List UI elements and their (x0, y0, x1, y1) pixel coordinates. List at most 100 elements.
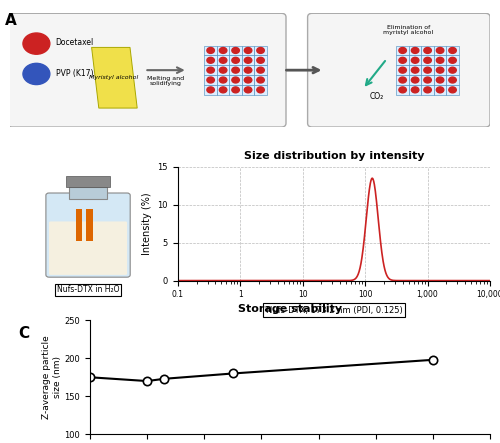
Circle shape (207, 67, 214, 73)
Text: Docetaxel: Docetaxel (56, 39, 94, 47)
Bar (446, 85, 459, 95)
Bar (204, 85, 217, 95)
Circle shape (244, 67, 252, 73)
Circle shape (207, 77, 214, 83)
Bar (396, 65, 409, 75)
FancyBboxPatch shape (8, 13, 286, 127)
Circle shape (207, 57, 214, 63)
FancyBboxPatch shape (46, 193, 130, 277)
Y-axis label: Z-average particle
size (nm): Z-average particle size (nm) (42, 335, 62, 419)
Circle shape (244, 47, 252, 54)
Circle shape (424, 77, 432, 83)
Circle shape (220, 47, 227, 54)
Bar (254, 85, 267, 95)
Bar (434, 85, 446, 95)
Circle shape (424, 57, 432, 63)
Circle shape (412, 57, 419, 63)
Text: Melting and
solidifying: Melting and solidifying (148, 75, 184, 86)
Circle shape (207, 47, 214, 54)
Circle shape (436, 67, 444, 73)
Bar (422, 65, 434, 75)
Text: A: A (5, 13, 17, 28)
Circle shape (449, 87, 456, 93)
Circle shape (412, 77, 419, 83)
Circle shape (257, 57, 264, 63)
Bar (254, 75, 267, 85)
Circle shape (449, 57, 456, 63)
Bar (434, 75, 446, 85)
Bar (396, 75, 409, 85)
Text: C: C (18, 326, 29, 341)
Circle shape (424, 67, 432, 73)
Circle shape (436, 87, 444, 93)
Circle shape (232, 67, 239, 73)
Bar (396, 55, 409, 65)
Bar (409, 46, 422, 55)
Text: Nufs-DTX, 173.2 nm (PDI, 0.125): Nufs-DTX, 173.2 nm (PDI, 0.125) (266, 306, 402, 315)
Text: Elimination of
myristyl alcohol: Elimination of myristyl alcohol (384, 25, 434, 35)
Bar (76, 209, 82, 241)
Bar (409, 55, 422, 65)
FancyBboxPatch shape (49, 222, 127, 275)
Bar (422, 55, 434, 65)
Text: Myristyl alcohol: Myristyl alcohol (88, 75, 138, 80)
Polygon shape (92, 47, 137, 108)
Bar (204, 75, 217, 85)
Circle shape (436, 77, 444, 83)
Circle shape (412, 67, 419, 73)
Circle shape (23, 63, 50, 85)
Circle shape (449, 47, 456, 54)
Bar (217, 65, 230, 75)
Circle shape (257, 67, 264, 73)
Bar (230, 55, 242, 65)
Circle shape (424, 87, 432, 93)
Circle shape (424, 47, 432, 54)
Circle shape (399, 77, 406, 83)
Bar (446, 46, 459, 55)
Circle shape (220, 87, 227, 93)
Bar (422, 85, 434, 95)
Bar (242, 65, 254, 75)
Circle shape (449, 77, 456, 83)
Circle shape (257, 77, 264, 83)
Circle shape (399, 47, 406, 54)
Circle shape (436, 57, 444, 63)
Bar (217, 75, 230, 85)
Bar (66, 176, 110, 187)
Bar (230, 46, 242, 55)
Bar (204, 55, 217, 65)
Circle shape (449, 67, 456, 73)
Bar (446, 65, 459, 75)
Bar (217, 46, 230, 55)
Bar (230, 75, 242, 85)
Text: PVP (K17): PVP (K17) (56, 69, 93, 78)
Y-axis label: Intensity (%): Intensity (%) (142, 192, 152, 255)
Circle shape (232, 77, 239, 83)
Circle shape (244, 77, 252, 83)
Bar (242, 55, 254, 65)
Circle shape (436, 47, 444, 54)
Circle shape (399, 57, 406, 63)
Circle shape (257, 47, 264, 54)
Bar (422, 46, 434, 55)
Bar (409, 65, 422, 75)
Title: Storage stability: Storage stability (238, 304, 342, 314)
Bar (422, 75, 434, 85)
Bar (70, 187, 107, 199)
Circle shape (232, 47, 239, 54)
Bar (434, 55, 446, 65)
Bar (409, 85, 422, 95)
Text: Nufs-DTX in H₂O: Nufs-DTX in H₂O (57, 285, 120, 294)
Circle shape (399, 67, 406, 73)
Circle shape (220, 77, 227, 83)
Bar (230, 85, 242, 95)
Bar (204, 46, 217, 55)
Bar (434, 46, 446, 55)
Circle shape (244, 87, 252, 93)
Bar (242, 46, 254, 55)
Circle shape (399, 87, 406, 93)
Bar (409, 75, 422, 85)
Bar (446, 75, 459, 85)
Bar (254, 55, 267, 65)
Circle shape (257, 87, 264, 93)
